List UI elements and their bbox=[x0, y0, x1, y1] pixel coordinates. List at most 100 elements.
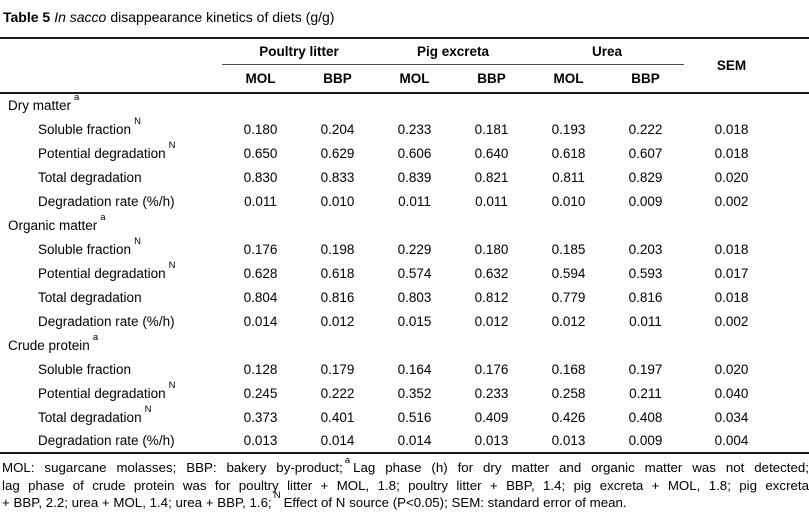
footnote-marker-a: a bbox=[92, 331, 99, 343]
value-cell: 0.180 bbox=[474, 241, 509, 257]
footnote-marker-n: N bbox=[168, 259, 176, 271]
row-label-text: Degradation rate (%/h) bbox=[38, 193, 175, 209]
value-cell: 0.128 bbox=[243, 361, 278, 377]
footnote-line-1: MOL: sugarcane molasses; BBP: bakery by-… bbox=[0, 455, 809, 477]
kinetics-table: Poultry litter Pig excreta Urea SEM MOL … bbox=[0, 37, 809, 454]
value-cell: 0.408 bbox=[628, 409, 663, 425]
section-row-organic-matter: Organic mattera bbox=[0, 212, 809, 237]
value-cell: 0.222 bbox=[320, 385, 355, 401]
value-cell: 0.629 bbox=[320, 145, 355, 161]
value-cell: 0.258 bbox=[551, 385, 586, 401]
row-label: Potential degradationN bbox=[0, 259, 222, 285]
column-header-urea-bbp: BBP bbox=[631, 70, 660, 86]
footnote-marker-n: N bbox=[168, 379, 176, 391]
value-cell: 0.233 bbox=[474, 385, 509, 401]
row-label: Soluble fractionN bbox=[0, 115, 222, 141]
column-header-poultry-bbp: BBP bbox=[323, 70, 352, 86]
value-cell: 0.176 bbox=[474, 361, 509, 377]
row-label-text: Degradation rate (%/h) bbox=[38, 433, 175, 448]
footnote-marker-a: a bbox=[74, 92, 80, 103]
value-cell: 0.804 bbox=[243, 289, 278, 305]
value-cell: 0.821 bbox=[474, 169, 509, 185]
sem-cell: 0.017 bbox=[714, 265, 749, 281]
value-cell: 0.606 bbox=[397, 145, 432, 161]
value-cell: 0.352 bbox=[397, 385, 432, 401]
table-header: Poultry litter Pig excreta Urea SEM MOL … bbox=[0, 38, 809, 93]
value-cell: 0.830 bbox=[243, 169, 278, 185]
value-cell: 0.833 bbox=[320, 169, 355, 185]
value-cell: 0.009 bbox=[628, 433, 663, 448]
column-header-pig-mol: MOL bbox=[399, 70, 430, 86]
value-cell: 0.816 bbox=[628, 289, 663, 305]
section-label-text: Crude protein bbox=[8, 337, 90, 353]
table-row: Soluble fractionN 0.180 0.204 0.233 0.18… bbox=[0, 115, 809, 141]
value-cell: 0.594 bbox=[551, 265, 586, 281]
row-label-text: Soluble fraction bbox=[38, 241, 132, 257]
value-cell: 0.012 bbox=[320, 313, 355, 329]
row-label-text: Soluble fraction bbox=[38, 121, 132, 137]
table-row: Degradation rate (%/h) 0.011 0.010 0.011… bbox=[0, 189, 809, 213]
value-cell: 0.204 bbox=[320, 121, 355, 137]
table-row: Total degradationN 0.373 0.401 0.516 0.4… bbox=[0, 403, 809, 429]
sem-cell: 0.018 bbox=[714, 241, 749, 257]
value-cell: 0.014 bbox=[397, 433, 432, 448]
sem-cell: 0.004 bbox=[714, 433, 749, 448]
row-label: Degradation rate (%/h) bbox=[0, 429, 222, 453]
group-header-row: Poultry litter Pig excreta Urea SEM bbox=[0, 38, 809, 73]
value-cell: 0.812 bbox=[474, 289, 509, 305]
footnote-text: lag phase of crude protein was for poult… bbox=[2, 477, 809, 493]
row-label-text: Soluble fraction bbox=[38, 361, 132, 377]
footnote-marker-n: N bbox=[134, 115, 141, 127]
value-cell: 0.803 bbox=[397, 289, 432, 305]
value-cell: 0.198 bbox=[320, 241, 355, 257]
footnote-marker-n: N bbox=[144, 403, 152, 415]
row-label-text: Total degradation bbox=[38, 169, 142, 185]
table-row: Total degradation 0.830 0.833 0.839 0.82… bbox=[0, 165, 809, 189]
section-label-text: Dry matter bbox=[8, 98, 72, 113]
footnote-text: MOL: sugarcane molasses; BBP: bakery by-… bbox=[2, 460, 343, 475]
value-cell: 0.011 bbox=[629, 313, 662, 329]
column-header-urea-mol: MOL bbox=[553, 70, 584, 86]
row-label: Total degradationN bbox=[0, 403, 222, 429]
section-label: Organic mattera bbox=[0, 212, 809, 237]
sem-cell: 0.034 bbox=[714, 409, 749, 425]
value-cell: 0.013 bbox=[551, 433, 586, 448]
value-cell: 0.607 bbox=[628, 145, 663, 161]
value-cell: 0.011 bbox=[244, 193, 277, 209]
value-cell: 0.618 bbox=[320, 265, 355, 281]
column-header-pig-bbp: BBP bbox=[477, 70, 506, 86]
value-cell: 0.516 bbox=[397, 409, 432, 425]
footnote-text: Lag phase (h) for dry matter and organic… bbox=[353, 460, 809, 475]
value-cell: 0.409 bbox=[474, 409, 509, 425]
value-cell: 0.185 bbox=[551, 241, 586, 257]
sem-cell: 0.020 bbox=[714, 169, 749, 185]
row-label: Degradation rate (%/h) bbox=[0, 309, 222, 333]
value-cell: 0.176 bbox=[243, 241, 278, 257]
footnote-marker-n: N bbox=[168, 139, 176, 151]
row-label: Potential degradationN bbox=[0, 139, 222, 165]
corner-cell bbox=[0, 38, 222, 64]
table-row: Soluble fractionN 0.176 0.198 0.229 0.18… bbox=[0, 236, 809, 261]
value-cell: 0.203 bbox=[628, 241, 663, 257]
value-cell: 0.013 bbox=[243, 433, 278, 448]
value-cell: 0.013 bbox=[474, 433, 509, 448]
value-cell: 0.010 bbox=[320, 193, 355, 209]
column-group-poultry-litter: Poultry litter bbox=[222, 38, 377, 65]
table-row: Potential degradationN 0.628 0.618 0.574… bbox=[0, 259, 809, 285]
row-label: Soluble fraction bbox=[0, 357, 222, 381]
value-cell: 0.010 bbox=[551, 193, 586, 209]
sem-cell: 0.020 bbox=[714, 361, 749, 377]
value-cell: 0.779 bbox=[551, 289, 586, 305]
row-label-text: Potential degradation bbox=[38, 265, 166, 281]
row-label: Soluble fractionN bbox=[0, 236, 222, 261]
value-cell: 0.193 bbox=[551, 121, 586, 137]
value-cell: 0.229 bbox=[397, 241, 432, 257]
section-row-crude-protein: Crude proteina bbox=[0, 331, 809, 357]
table-body: Dry mattera Soluble fractionN 0.180 0.20… bbox=[0, 93, 809, 453]
section-row-dry-matter: Dry mattera bbox=[0, 93, 809, 117]
value-cell: 0.011 bbox=[475, 193, 508, 209]
row-label: Potential degradationN bbox=[0, 379, 222, 405]
footnote-line-3: + BBP, 2.2; urea + MOL, 1.4; urea + BBP,… bbox=[0, 490, 809, 512]
value-cell: 0.593 bbox=[628, 265, 663, 281]
